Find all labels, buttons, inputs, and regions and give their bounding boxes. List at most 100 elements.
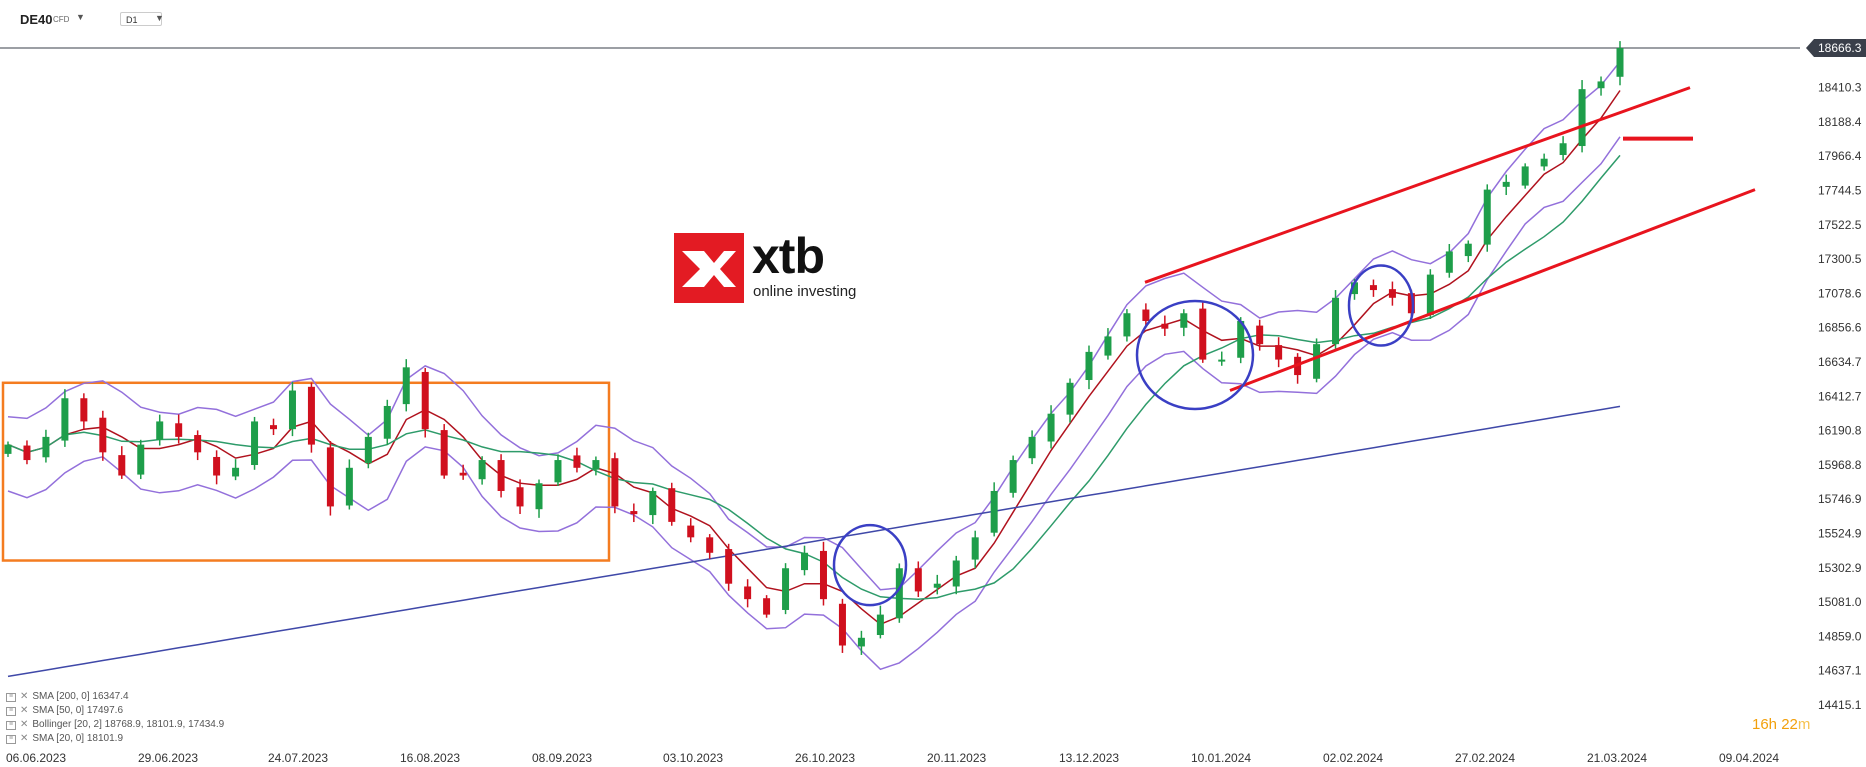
- price-tick-label: 17078.6: [1818, 286, 1862, 300]
- remove-indicator-icon[interactable]: ✕: [20, 705, 29, 716]
- highlight-circles: [832, 264, 1415, 607]
- price-tick-label: 18410.3: [1818, 81, 1862, 95]
- price-tick-label: 14637.1: [1818, 664, 1862, 678]
- candle-body: [213, 456, 221, 476]
- date-tick-label: 02.02.2024: [1323, 751, 1383, 765]
- indicator-settings-icon[interactable]: ≡: [6, 720, 16, 730]
- instrument-type-badge: CFD: [53, 15, 70, 24]
- candle-body: [345, 467, 353, 506]
- remove-indicator-icon[interactable]: ✕: [20, 733, 29, 744]
- candle-body: [535, 483, 543, 510]
- lower-channel-line: [1229, 188, 1756, 392]
- date-tick-label: 16.08.2023: [400, 751, 460, 765]
- current-price-value: 18666.3: [1818, 41, 1862, 55]
- trend-lines: [1144, 86, 1756, 392]
- candle-body: [459, 472, 467, 476]
- candle-body: [118, 455, 126, 476]
- candle-body: [1313, 344, 1321, 379]
- symbol-label[interactable]: DE40: [20, 12, 53, 27]
- candle-body: [838, 603, 846, 646]
- candle-body: [516, 487, 524, 507]
- legend-text: SMA [200, 0] 16347.4: [32, 691, 129, 702]
- candle-body: [1464, 243, 1472, 257]
- consolidation-zone: [1, 381, 611, 562]
- countdown-minutes: 22: [1781, 716, 1798, 733]
- candle-body: [857, 637, 865, 647]
- timeframe-select[interactable]: D1: [120, 12, 162, 26]
- candle-body: [1426, 274, 1434, 316]
- bollinger-lower-band: [7, 136, 1621, 671]
- legend-row: ≡ ✕ SMA [200, 0] 16347.4: [6, 690, 224, 704]
- legend-row: ≡ ✕ SMA [50, 0] 17497.6: [6, 704, 224, 718]
- price-tick-label: 17522.5: [1818, 218, 1862, 232]
- candle-body: [440, 430, 448, 476]
- candle-body: [1009, 460, 1017, 493]
- countdown-hours: 16h: [1752, 716, 1778, 733]
- candle-body: [952, 560, 960, 587]
- date-tick-label: 08.09.2023: [532, 751, 592, 765]
- candle-body: [990, 490, 998, 533]
- candle-body: [232, 467, 240, 477]
- symbol-dropdown-icon[interactable]: ▼: [76, 12, 85, 22]
- price-tick-label: 17966.4: [1818, 149, 1862, 163]
- candle-body: [156, 421, 164, 440]
- candle-body: [1028, 436, 1036, 459]
- candle-body: [573, 455, 581, 468]
- candle-body: [1540, 158, 1548, 167]
- moving-averages: [7, 90, 1621, 678]
- candle-body: [4, 444, 12, 454]
- timeframe-dropdown-icon[interactable]: ▼: [155, 13, 164, 23]
- price-tick-label: 15524.9: [1818, 526, 1862, 540]
- price-tick-label: 18188.4: [1818, 115, 1862, 129]
- price-tick-label: 15302.9: [1818, 561, 1862, 575]
- current-price-tag: [1806, 39, 1866, 57]
- candle-body: [364, 436, 372, 464]
- date-tick-label: 09.04.2024: [1719, 751, 1779, 765]
- price-tick-label: 14415.1: [1818, 698, 1862, 712]
- legend-text: SMA [20, 0] 18101.9: [32, 733, 124, 744]
- candle-body: [914, 568, 922, 592]
- xtb-logo: xtb online investing: [674, 228, 858, 303]
- date-tick-label: 03.10.2023: [663, 751, 723, 765]
- candle-body: [554, 460, 562, 483]
- candle-body: [668, 488, 676, 522]
- indicator-settings-icon[interactable]: ≡: [6, 706, 16, 716]
- price-tick-label: 17744.5: [1818, 183, 1862, 197]
- countdown-minutes-unit: m: [1797, 716, 1811, 733]
- sma-200-line: [7, 405, 1621, 678]
- candle-body: [307, 386, 315, 445]
- xtb-logo-mark: [674, 233, 744, 303]
- candle-body: [175, 423, 183, 437]
- sma-50-line: [7, 154, 1621, 600]
- candle-body: [1559, 143, 1567, 155]
- indicator-settings-icon[interactable]: ≡: [6, 692, 16, 702]
- indicator-settings-icon[interactable]: ≡: [6, 734, 16, 744]
- candle-body: [421, 371, 429, 430]
- bollinger-upper-band: [7, 61, 1621, 591]
- price-tick-label: 15968.8: [1818, 458, 1862, 472]
- candle-body: [1199, 308, 1207, 360]
- price-tick-label: 16190.8: [1818, 424, 1862, 438]
- remove-indicator-icon[interactable]: ✕: [20, 719, 29, 730]
- candle-body: [1275, 345, 1283, 360]
- price-tick-label: 16634.7: [1818, 355, 1862, 369]
- candle-body: [1066, 382, 1074, 415]
- candle-body: [1350, 282, 1358, 295]
- candle-body: [1237, 320, 1245, 358]
- candle-body: [971, 537, 979, 560]
- price-tick-label: 16412.7: [1818, 389, 1862, 403]
- time-axis: 06.06.2023 29.06.2023 24.07.2023 16.08.2023…: [6, 751, 1779, 765]
- candle-body: [23, 445, 31, 461]
- remove-indicator-icon[interactable]: ✕: [20, 691, 29, 702]
- date-tick-label: 24.07.2023: [268, 751, 328, 765]
- candle-body: [1502, 181, 1510, 187]
- candle-body: [1180, 313, 1188, 328]
- highlight-circle-late: [1347, 264, 1415, 347]
- consolidation-zone-rect: [1, 381, 611, 562]
- indicator-legend: ≡ ✕ SMA [200, 0] 16347.4 ≡ ✕ SMA [50, 0] 1749…: [6, 690, 224, 746]
- bollinger-bands: [7, 61, 1621, 671]
- upper-channel-line: [1144, 86, 1691, 284]
- candle-body: [1104, 336, 1112, 356]
- candle-body: [1218, 359, 1226, 362]
